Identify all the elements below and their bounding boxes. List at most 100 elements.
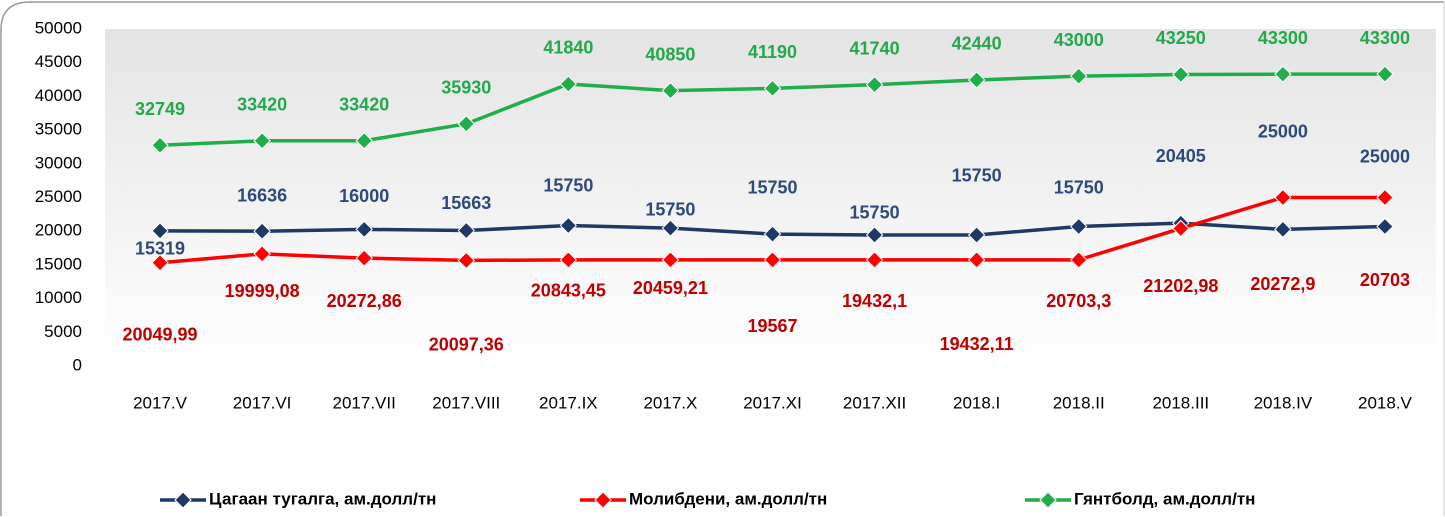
- data-label: 40850: [645, 44, 695, 64]
- marker: [253, 222, 271, 240]
- data-label: 15750: [747, 178, 797, 198]
- data-label: 15750: [645, 200, 695, 220]
- data-label: 41740: [850, 38, 900, 58]
- marker: [1274, 188, 1292, 207]
- marker: [661, 251, 680, 269]
- marker: [355, 220, 373, 239]
- legend-label: Молибдени, ам.долл/тн: [629, 489, 827, 508]
- data-label: 20097,36: [429, 334, 504, 354]
- y-tick-label: 30000: [35, 153, 82, 172]
- legend-marker: [1039, 491, 1057, 509]
- marker: [1070, 251, 1088, 269]
- marker: [1172, 65, 1190, 84]
- data-label: 15663: [441, 193, 491, 213]
- data-label: 16000: [339, 186, 389, 206]
- x-tick-label: 2018.IV: [1254, 393, 1313, 412]
- y-tick-label: 50000: [35, 18, 82, 37]
- data-label: 25000: [1360, 146, 1410, 166]
- marker: [1274, 220, 1292, 239]
- data-label: 15750: [850, 203, 900, 223]
- data-label: 20459,21: [633, 278, 708, 298]
- x-tick-label: 2017.VII: [333, 393, 396, 412]
- data-label: 15750: [952, 166, 1002, 186]
- marker: [661, 81, 680, 100]
- y-tick-label: 35000: [35, 120, 82, 139]
- x-tick-label: 2017.VIII: [432, 393, 500, 412]
- data-label: 20272,86: [327, 291, 402, 311]
- data-label: 43000: [1054, 30, 1104, 50]
- y-tick-label: 15000: [35, 254, 82, 273]
- x-tick-label: 2018.III: [1152, 393, 1209, 412]
- data-label: 21202,98: [1143, 276, 1218, 296]
- x-tick-label: 2018.I: [953, 393, 1000, 412]
- data-label: 19567: [747, 316, 797, 336]
- marker: [763, 79, 782, 98]
- marker: [865, 75, 884, 94]
- y-tick-label: 0: [73, 355, 82, 374]
- marker: [253, 132, 271, 150]
- x-tick-label: 2017.VI: [233, 393, 292, 412]
- marker: [559, 75, 578, 93]
- data-label: 43300: [1258, 28, 1308, 48]
- marker: [763, 251, 782, 269]
- y-tick-label: 10000: [35, 288, 82, 307]
- data-label: 16636: [237, 186, 287, 206]
- marker: [559, 216, 578, 235]
- marker: [1274, 65, 1292, 83]
- data-label: 33420: [339, 94, 389, 114]
- marker: [967, 251, 986, 269]
- x-tick-label: 2017.V: [133, 393, 188, 412]
- marker: [1376, 217, 1394, 236]
- y-tick-label: 20000: [35, 221, 82, 240]
- marker: [457, 221, 475, 240]
- x-tick-label: 2018.II: [1053, 393, 1105, 412]
- marker: [559, 251, 578, 269]
- data-label: 43250: [1156, 28, 1206, 48]
- marker: [253, 245, 271, 263]
- data-label: 20049,99: [122, 325, 197, 345]
- marker: [865, 226, 884, 244]
- legend-label: Цагаан тугалга, ам.долл/тн: [209, 489, 436, 508]
- y-tick-label: 25000: [35, 187, 82, 206]
- marker: [355, 249, 373, 267]
- marker: [967, 71, 986, 89]
- x-tick-label: 2017.X: [643, 393, 697, 412]
- marker: [661, 219, 680, 237]
- marker: [1376, 188, 1394, 207]
- data-label: 20703,3: [1046, 291, 1111, 311]
- data-label: 33420: [237, 94, 287, 114]
- legend-marker: [594, 491, 612, 509]
- y-tick-label: 40000: [35, 86, 82, 105]
- marker: [763, 225, 782, 243]
- marker: [1172, 219, 1190, 238]
- marker: [457, 251, 475, 270]
- data-label: 41840: [543, 38, 593, 58]
- data-label: 20703: [1360, 270, 1410, 290]
- x-tick-label: 2018.V: [1358, 393, 1413, 412]
- marker: [967, 226, 986, 244]
- marker: [355, 132, 373, 150]
- x-tick-label: 2017.XI: [743, 393, 802, 412]
- marker: [151, 222, 169, 240]
- data-label: 32749: [135, 99, 185, 119]
- data-label: 15319: [135, 238, 185, 258]
- data-label: 20272,9: [1250, 274, 1315, 294]
- data-label: 15750: [543, 176, 593, 196]
- y-tick-label: 5000: [44, 322, 82, 341]
- data-label: 20405: [1156, 146, 1206, 166]
- data-label: 19432,1: [842, 291, 907, 311]
- marker: [151, 136, 169, 154]
- data-label: 20843,45: [531, 280, 606, 300]
- marker: [865, 251, 884, 269]
- data-label: 25000: [1258, 121, 1308, 141]
- data-label: 15750: [1054, 178, 1104, 198]
- x-tick-label: 2017.XII: [843, 393, 906, 412]
- legend-label: Гянтболд, ам.долл/тн: [1074, 489, 1255, 508]
- data-label: 35930: [441, 78, 491, 98]
- y-tick-label: 45000: [35, 52, 82, 71]
- marker: [457, 115, 475, 133]
- data-label: 19999,08: [225, 281, 300, 301]
- x-tick-label: 2017.IX: [539, 393, 598, 412]
